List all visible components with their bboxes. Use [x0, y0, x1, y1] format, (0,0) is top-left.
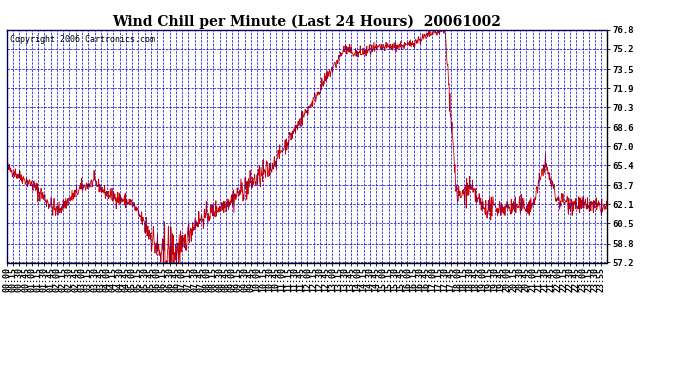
Text: Copyright 2006 Cartronics.com: Copyright 2006 Cartronics.com	[10, 34, 155, 44]
Title: Wind Chill per Minute (Last 24 Hours)  20061002: Wind Chill per Minute (Last 24 Hours) 20…	[112, 15, 502, 29]
